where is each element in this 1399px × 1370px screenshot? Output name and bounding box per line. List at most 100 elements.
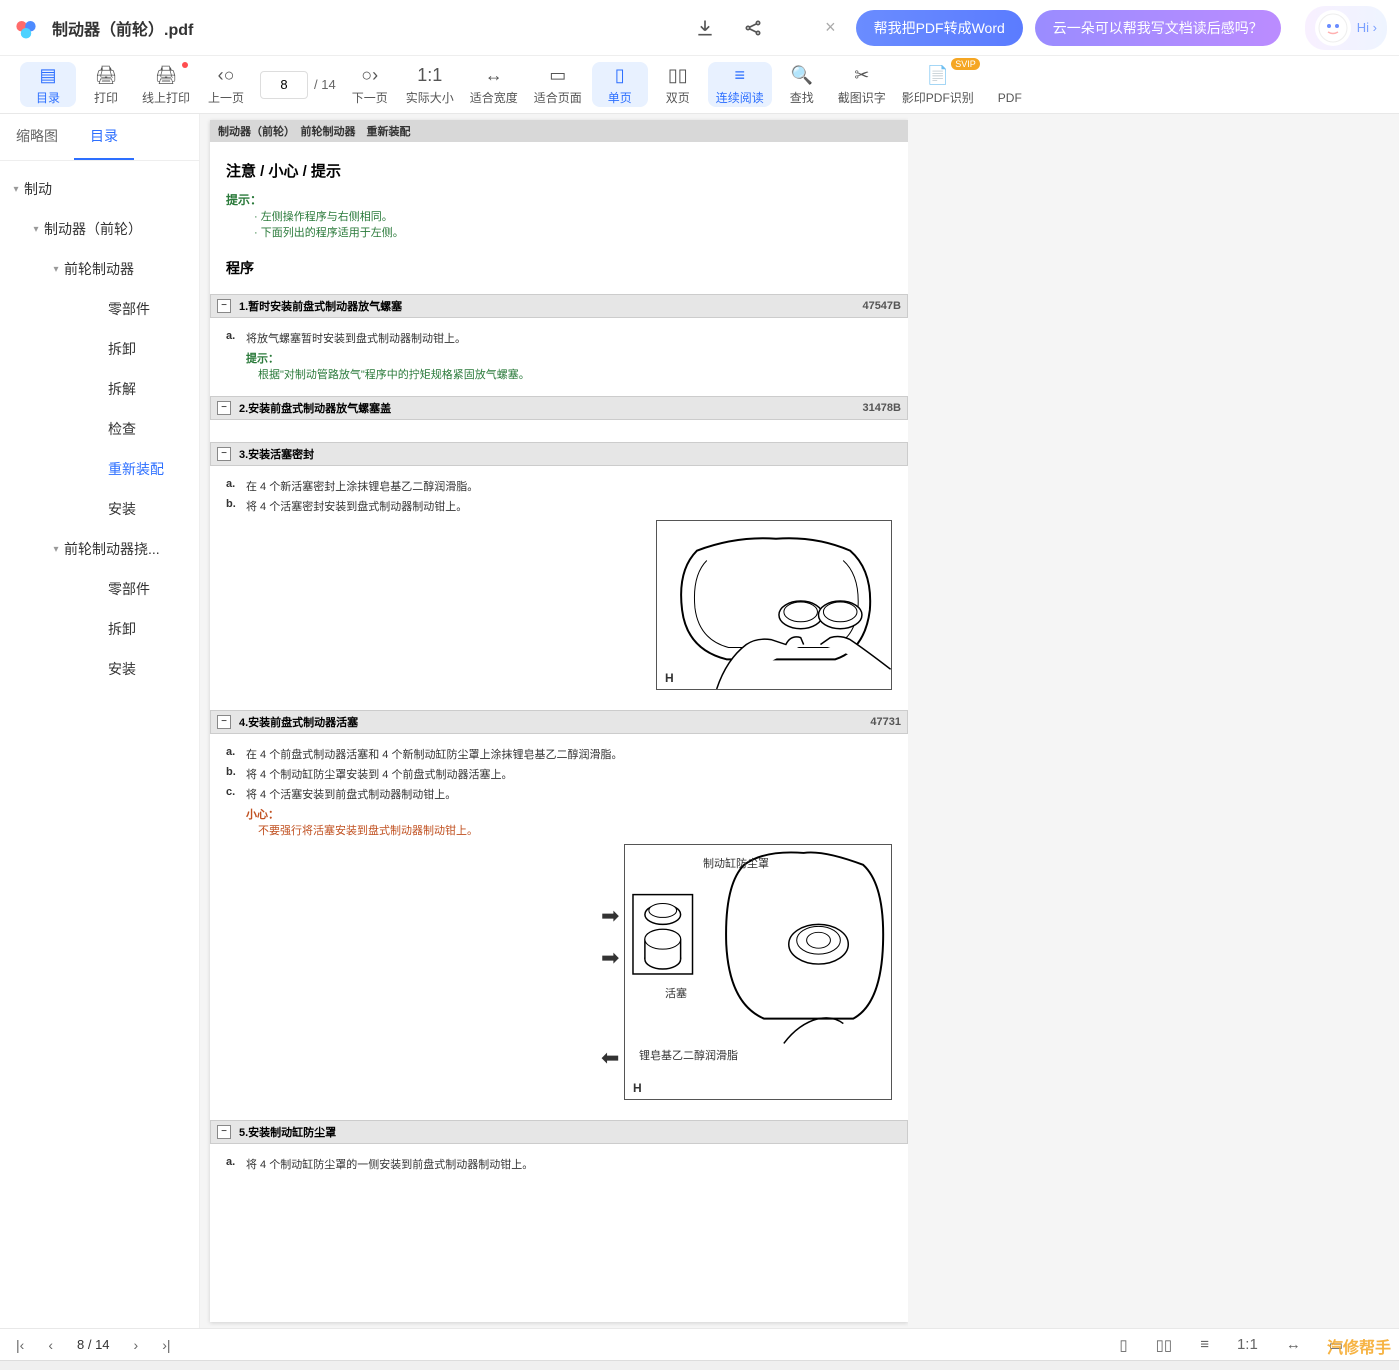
toolbar-截图识字[interactable]: ✂截图识字 <box>830 56 894 113</box>
figure-annotation: 制动缸防尘罩 <box>703 855 769 871</box>
next-page-button[interactable]: › <box>134 1337 139 1353</box>
toolbar-icon: 📄 <box>927 63 949 87</box>
page-number-input[interactable] <box>260 71 308 99</box>
toolbar-上一页[interactable]: ‹○上一页 <box>198 56 254 113</box>
tree-label: 前轮制动器挠... <box>64 539 160 559</box>
tree-item[interactable]: ▾前轮制动器 <box>0 249 199 289</box>
toolbar-icon: ▤ <box>39 63 56 87</box>
promo-pdf-to-word-button[interactable]: 帮我把PDF转成Word <box>856 10 1023 46</box>
toolbar-label: 适合页面 <box>534 89 582 106</box>
tree-item[interactable]: ▾制动 <box>0 169 199 209</box>
tree-item[interactable]: 零部件 <box>0 289 199 329</box>
promo-ai-summary-button[interactable]: 云一朵可以帮我写文档读后感吗？ <box>1035 10 1281 46</box>
svip-badge: SVIP <box>951 58 980 70</box>
note-label: 提示： <box>246 350 892 366</box>
step-title: 2.安装前盘式制动器放气螺塞盖 <box>239 400 862 416</box>
first-page-button[interactable]: |‹ <box>16 1337 24 1353</box>
sidebar-tab-目录[interactable]: 目录 <box>74 114 134 160</box>
toolbar-适合宽度[interactable]: ↔适合宽度 <box>462 56 526 113</box>
step-title: 3.安装活塞密封 <box>239 446 901 462</box>
toolbar-label: 打印 <box>94 89 118 106</box>
collapse-icon[interactable]: − <box>217 715 231 729</box>
step-text: 将 4 个制动缸防尘罩的一侧安装到前盘式制动器制动钳上。 <box>246 1156 892 1172</box>
collapse-icon[interactable]: − <box>217 299 231 313</box>
toolbar-icon: ▯▯ <box>668 63 688 87</box>
toolbar-label: 影印PDF识别 <box>902 89 974 106</box>
promo-bar: × 帮我把PDF转成Word 云一朵可以帮我写文档读后感吗？ Hi › <box>817 6 1387 50</box>
hi-label: Hi › <box>1357 20 1377 35</box>
step-letter: a. <box>226 478 246 494</box>
view-continuous-icon[interactable]: ≡ <box>1200 1336 1209 1354</box>
step-header: −2.安装前盘式制动器放气螺塞盖31478B <box>210 396 908 420</box>
arrow-icon: ➡ <box>601 903 623 929</box>
hint-label: 提示： <box>226 191 892 208</box>
step-code: 47547B <box>862 300 901 312</box>
sidebar-tab-缩略图[interactable]: 缩略图 <box>0 114 74 160</box>
step-title: 1.暂时安装前盘式制动器放气螺塞 <box>239 298 862 314</box>
toolbar-icon: ‹○ <box>218 63 235 87</box>
tree-item[interactable]: 拆卸 <box>0 609 199 649</box>
pdf-page: 制动器（前轮） 前轮制动器 重新装配 注意 / 小心 / 提示 提示： · 左侧… <box>210 120 908 1322</box>
toolbar-单页[interactable]: ▯单页 <box>592 62 648 107</box>
toolbar-影印PDF识别[interactable]: 📄 影印PDF识别 SVIP <box>894 56 982 113</box>
toolbar-目录[interactable]: ▤目录 <box>20 62 76 107</box>
view-single-icon[interactable]: ▯ <box>1119 1336 1127 1354</box>
step-header: −3.安装活塞密封 <box>210 442 908 466</box>
download-icon[interactable] <box>693 16 717 40</box>
figure-label: H <box>665 671 674 685</box>
toolbar-label: 线上打印 <box>142 89 190 106</box>
procedure-heading: 程序 <box>226 258 892 278</box>
tree-item[interactable]: ▾前轮制动器挠... <box>0 529 199 569</box>
promo-close-button[interactable]: × <box>817 17 844 38</box>
toolbar-icon: 🔍 <box>791 63 813 87</box>
collapse-icon[interactable]: − <box>217 401 231 415</box>
toolbar-适合页面[interactable]: ▭适合页面 <box>526 56 590 113</box>
toolbar-icon: 1:1 <box>417 63 442 87</box>
toolbar-查找[interactable]: 🔍查找 <box>774 56 830 113</box>
tree-item[interactable]: 检查 <box>0 409 199 449</box>
toolbar-label: 双页 <box>666 89 690 106</box>
tree-item[interactable]: 安装 <box>0 649 199 689</box>
right-gutter <box>908 114 1153 1328</box>
tree-item[interactable]: 拆解 <box>0 369 199 409</box>
horizontal-scrollbar[interactable] <box>0 1360 1399 1370</box>
step-text: 将 4 个活塞密封安装到盘式制动器制动钳上。 <box>246 498 892 514</box>
prev-page-button[interactable]: ‹ <box>48 1337 53 1353</box>
toolbar: ▤目录🖨打印🖨线上打印‹○上一页/ 14○›下一页1:1实际大小↔适合宽度▭适合… <box>0 56 1399 114</box>
document-viewport[interactable]: 制动器（前轮） 前轮制动器 重新装配 注意 / 小心 / 提示 提示： · 左侧… <box>200 114 1399 1328</box>
tree-item[interactable]: 安装 <box>0 489 199 529</box>
tree-item[interactable]: 零部件 <box>0 569 199 609</box>
toolbar-下一页[interactable]: ○›下一页 <box>342 56 398 113</box>
toolbar-线上打印[interactable]: 🖨线上打印 <box>134 56 198 113</box>
step-letter: a. <box>226 1156 246 1172</box>
collapse-icon[interactable]: − <box>217 447 231 461</box>
last-page-button[interactable]: ›| <box>162 1337 170 1353</box>
tree-caret-icon: ▾ <box>48 264 64 275</box>
toolbar-连续阅读[interactable]: ≡连续阅读 <box>708 62 772 107</box>
toolbar-打印[interactable]: 🖨打印 <box>78 56 134 113</box>
tree-item[interactable]: ▾制动器（前轮） <box>0 209 199 249</box>
tree-item[interactable]: 拆卸 <box>0 329 199 369</box>
step-letter: c. <box>226 786 246 802</box>
hint-text: · 左侧操作程序与右侧相同。 <box>254 208 892 224</box>
tree-label: 零部件 <box>108 299 150 319</box>
toolbar-双页[interactable]: ▯▯ 双页 <box>650 56 706 113</box>
share-icon[interactable] <box>741 16 765 40</box>
view-actual-icon[interactable]: 1:1 <box>1237 1336 1258 1354</box>
step-text: 在 4 个新活塞密封上涂抹锂皂基乙二醇润滑脂。 <box>246 478 892 494</box>
tree-item[interactable]: 重新装配 <box>0 449 199 489</box>
step-body <box>210 420 908 442</box>
view-double-icon[interactable]: ▯▯ <box>1156 1336 1173 1354</box>
user-avatar-button[interactable]: Hi › <box>1305 6 1387 50</box>
toolbar-icon: ≡ <box>735 63 746 87</box>
tree-label: 前轮制动器 <box>64 259 134 279</box>
collapse-icon[interactable]: − <box>217 1125 231 1139</box>
view-fit-width-icon[interactable]: ↔ <box>1286 1336 1301 1354</box>
step-header: −5.安装制动缸防尘罩 <box>210 1120 908 1144</box>
toolbar-PDF[interactable]: PDF <box>982 56 1038 113</box>
toolbar-实际大小[interactable]: 1:1实际大小 <box>398 56 462 113</box>
step-code: 47731 <box>870 716 901 728</box>
page-input-wrap: / 14 <box>254 56 342 113</box>
caution-body: 不要强行将活塞安装到盘式制动器制动钳上。 <box>258 822 892 838</box>
tree-label: 零部件 <box>108 579 150 599</box>
